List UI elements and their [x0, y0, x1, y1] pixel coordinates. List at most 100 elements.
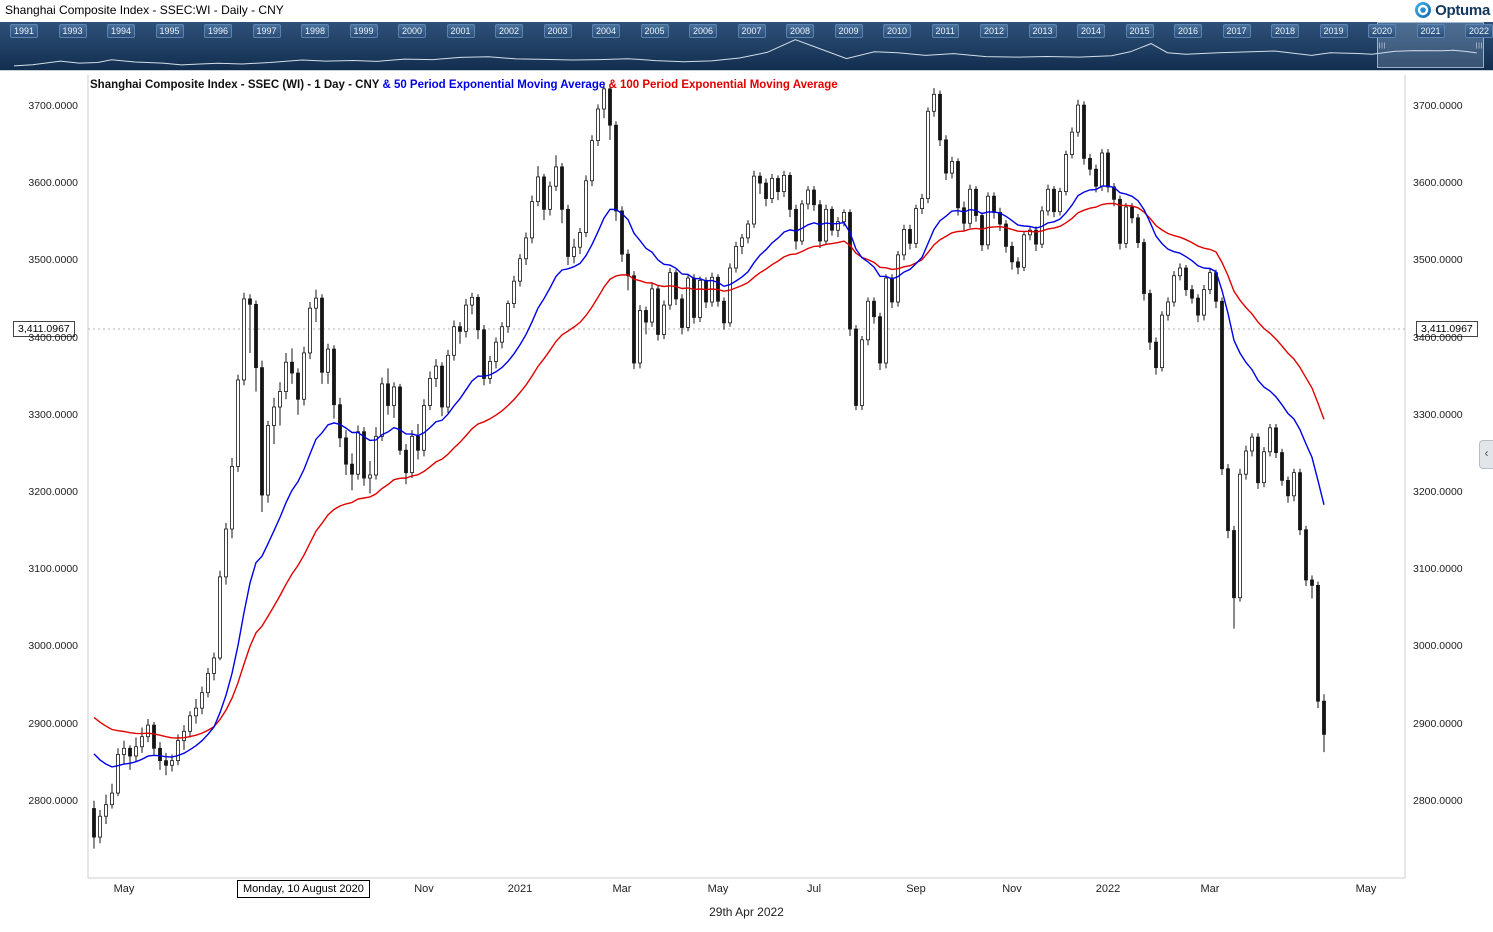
y-axis-label-left: 3700.0000	[28, 99, 78, 112]
selection-handle-left-icon[interactable]: |||	[1378, 43, 1387, 49]
x-axis-label: Nov	[1002, 883, 1022, 895]
price-tag-right: 3,411.0967	[1416, 320, 1478, 337]
timeline-minimap[interactable]: ||| ||| 1991 1993 1994 1995 1996 1997 1998 1999…	[0, 22, 1493, 71]
minimap-year-2001[interactable]: 2001	[446, 24, 475, 38]
candle	[284, 361, 288, 392]
candle	[416, 435, 420, 451]
candle	[224, 528, 228, 578]
y-axis-label-left: 3500.0000	[28, 254, 78, 267]
x-axis-label: May	[113, 883, 135, 895]
x-axis-label: 2021	[507, 883, 533, 895]
candle	[254, 303, 258, 369]
minimap-year-2002[interactable]: 2002	[495, 24, 524, 38]
candle	[866, 300, 870, 341]
optuma-logo-icon	[1415, 2, 1432, 18]
minimap-year-2021[interactable]: 2021	[1416, 24, 1445, 38]
candle	[332, 348, 336, 406]
y-axis-label-left: 3000.0000	[28, 640, 78, 653]
candle	[350, 463, 354, 475]
candle	[920, 198, 924, 209]
candle	[218, 576, 222, 659]
minimap-year-2016[interactable]: 2016	[1174, 24, 1203, 38]
window-title: Shanghai Composite Index - SSEC:WI - Dai…	[5, 3, 284, 17]
candle	[344, 437, 348, 465]
candle	[236, 379, 240, 467]
candle	[356, 431, 360, 475]
candle	[308, 307, 312, 354]
candle	[326, 348, 330, 373]
selection-handle-right-icon[interactable]: |||	[1475, 43, 1484, 49]
minimap-year-2008[interactable]: 2008	[786, 24, 815, 38]
candle	[1268, 427, 1272, 453]
minimap-year-2017[interactable]: 2017	[1222, 24, 1251, 38]
candle	[134, 746, 138, 757]
candle	[680, 298, 684, 328]
candle	[698, 279, 702, 318]
minimap-year-2019[interactable]: 2019	[1319, 24, 1348, 38]
candle	[752, 175, 756, 225]
candle	[194, 707, 198, 717]
candle	[1232, 530, 1236, 599]
minimap-year-1998[interactable]: 1998	[301, 24, 330, 38]
minimap-year-2009[interactable]: 2009	[834, 24, 863, 38]
ema-line	[93, 202, 1325, 739]
minimap-year-1997[interactable]: 1997	[252, 24, 281, 38]
minimap-year-2012[interactable]: 2012	[980, 24, 1009, 38]
candle	[974, 188, 978, 216]
minimap-year-1996[interactable]: 1996	[204, 24, 233, 38]
candle	[1274, 427, 1278, 453]
candle	[986, 195, 990, 246]
candle	[140, 736, 144, 748]
minimap-year-2013[interactable]: 2013	[1028, 24, 1057, 38]
minimap-year-2015[interactable]: 2015	[1125, 24, 1154, 38]
minimap-year-2003[interactable]: 2003	[543, 24, 572, 38]
candle	[374, 435, 378, 476]
candle	[656, 288, 660, 335]
candle	[1130, 206, 1134, 219]
candle	[902, 229, 906, 256]
minimap-year-2010[interactable]: 2010	[883, 24, 912, 38]
candle	[980, 215, 984, 246]
minimap-year-2004[interactable]: 2004	[592, 24, 621, 38]
candle	[950, 161, 954, 174]
minimap-sparkline	[13, 39, 1477, 67]
y-axis-label-left: 3200.0000	[28, 485, 78, 498]
candle	[1250, 436, 1254, 452]
minimap-year-1993[interactable]: 1993	[58, 24, 87, 38]
y-axis-label-right: 3200.0000	[1413, 485, 1463, 498]
candle	[1028, 229, 1032, 236]
y-axis-label-right: 2900.0000	[1413, 717, 1463, 730]
candle	[248, 298, 252, 305]
candle	[524, 237, 528, 260]
footer-date: 29th Apr 2022	[709, 905, 784, 919]
candle	[1148, 293, 1152, 343]
candle	[1184, 267, 1188, 291]
candle	[650, 288, 654, 323]
minimap-year-2005[interactable]: 2005	[640, 24, 669, 38]
minimap-year-1995[interactable]: 1995	[155, 24, 184, 38]
candle	[266, 425, 270, 496]
minimap-year-2007[interactable]: 2007	[737, 24, 766, 38]
minimap-year-2018[interactable]: 2018	[1271, 24, 1300, 38]
candle	[110, 792, 114, 806]
minimap-year-1999[interactable]: 1999	[349, 24, 378, 38]
candle	[1022, 234, 1026, 268]
candle	[1082, 104, 1086, 159]
minimap-year-2014[interactable]: 2014	[1077, 24, 1106, 38]
minimap-year-2020[interactable]: 2020	[1368, 24, 1397, 38]
minimap-year-1994[interactable]: 1994	[107, 24, 136, 38]
minimap-year-1991[interactable]: 1991	[10, 24, 39, 38]
candle	[944, 139, 948, 174]
candle	[506, 303, 510, 328]
candle	[872, 300, 876, 318]
collapse-panel-icon[interactable]: ‹	[1479, 440, 1493, 469]
y-axis-label-left: 3100.0000	[28, 563, 78, 576]
candle	[428, 378, 432, 406]
minimap-year-2006[interactable]: 2006	[689, 24, 718, 38]
minimap-year-2000[interactable]: 2000	[398, 24, 427, 38]
chart-title: Shanghai Composite Index - SSEC (WI) - 1…	[90, 79, 838, 91]
candle	[458, 326, 462, 332]
minimap-year-2011[interactable]: 2011	[931, 24, 959, 38]
candle	[770, 178, 774, 199]
